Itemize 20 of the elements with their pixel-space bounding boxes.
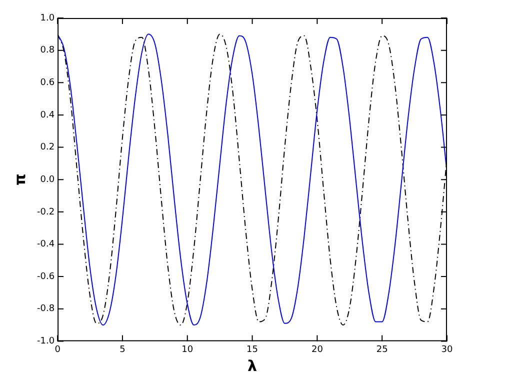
y-tick-label: 1.0 (40, 13, 55, 24)
y-tick-label: -1.0 (37, 336, 55, 347)
y-tick-label: 0.2 (40, 142, 55, 153)
y-tick-label: 0.0 (40, 174, 55, 185)
x-tick-label: 0 (54, 344, 61, 355)
y-tick-label: -0.6 (37, 272, 55, 282)
x-tick-label: 20 (311, 344, 324, 355)
y-tick-label: 0.4 (40, 110, 55, 120)
y-tick-label: -0.2 (37, 207, 55, 218)
x-tick-label: 25 (376, 344, 388, 355)
y-tick-label: -0.8 (37, 304, 55, 314)
y-tick-label: 0.6 (40, 78, 55, 88)
x-axis-title: λ (248, 356, 258, 375)
x-tick-label: 10 (182, 344, 194, 355)
x-tick-label: 5 (120, 344, 126, 355)
y-tick-label: 0.8 (40, 46, 55, 56)
y-axis-title: π (10, 174, 29, 186)
x-tick-label: 30 (441, 344, 453, 355)
y-tick-label: -0.4 (37, 240, 55, 250)
x-tick-label: 15 (246, 344, 258, 355)
